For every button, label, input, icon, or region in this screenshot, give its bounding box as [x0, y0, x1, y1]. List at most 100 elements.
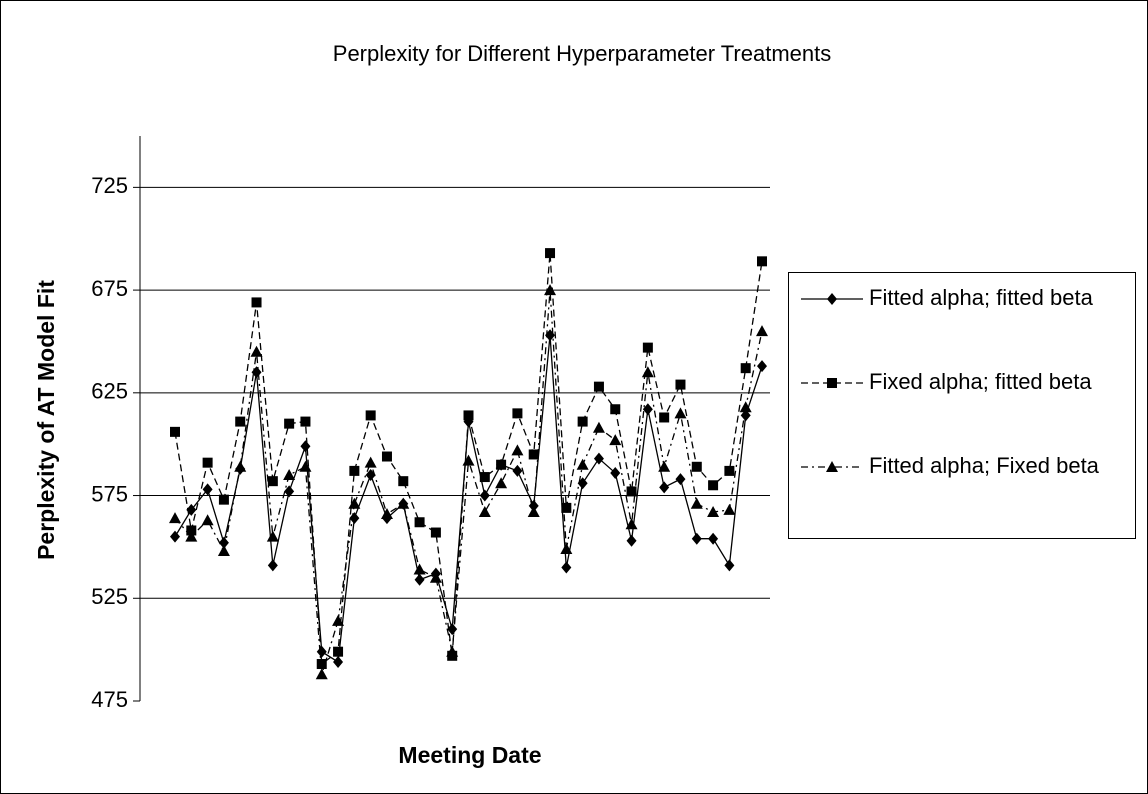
marker	[659, 412, 670, 423]
marker	[593, 381, 604, 392]
marker	[413, 563, 426, 575]
marker	[251, 297, 262, 308]
marker	[511, 444, 524, 456]
marker	[284, 418, 295, 429]
marker	[332, 614, 345, 626]
marker	[610, 404, 621, 415]
marker	[641, 366, 654, 378]
marker	[479, 472, 490, 483]
legend-swatch	[801, 293, 863, 305]
marker	[609, 434, 622, 446]
marker	[446, 645, 459, 657]
marker	[691, 532, 702, 545]
marker	[739, 401, 752, 413]
marker	[186, 525, 197, 536]
y-tick-label: 475	[91, 687, 128, 712]
marker	[284, 485, 295, 498]
marker	[250, 345, 263, 357]
marker	[577, 416, 588, 427]
marker	[756, 325, 768, 337]
marker	[592, 421, 605, 433]
marker	[349, 512, 360, 525]
marker	[560, 542, 573, 554]
marker	[414, 517, 425, 528]
marker	[333, 646, 344, 657]
marker	[691, 461, 702, 472]
legend: Fitted alpha; fitted beta Fixed alpha; fi…	[788, 272, 1136, 539]
marker	[545, 248, 556, 259]
marker	[708, 532, 719, 545]
marker	[625, 518, 638, 530]
marker	[463, 410, 474, 421]
marker	[740, 409, 751, 422]
marker	[266, 530, 279, 542]
chart-title: Perplexity for Different Hyperparameter …	[333, 41, 831, 66]
marker	[299, 460, 312, 472]
marker	[527, 505, 540, 517]
marker	[300, 416, 311, 427]
marker	[414, 573, 425, 586]
marker	[826, 461, 838, 472]
legend-swatch	[801, 461, 863, 472]
marker	[593, 452, 604, 465]
y-tick-label: 725	[91, 173, 128, 198]
marker	[398, 476, 409, 487]
marker	[827, 293, 837, 305]
marker	[479, 489, 490, 502]
legend-entry: Fitted alpha; fitted beta	[789, 285, 1135, 369]
marker	[740, 363, 751, 374]
marker	[659, 481, 670, 494]
marker	[495, 477, 508, 489]
marker	[708, 480, 719, 491]
y-tick-label: 675	[91, 276, 128, 301]
marker	[267, 559, 278, 572]
marker	[642, 342, 653, 353]
marker	[675, 379, 686, 390]
marker	[528, 449, 539, 460]
marker	[365, 410, 376, 421]
y-tick-label: 575	[91, 481, 128, 506]
marker	[447, 623, 458, 636]
legend-label: Fitted alpha; fitted beta	[869, 285, 1093, 310]
marker	[381, 451, 392, 462]
marker	[218, 494, 229, 505]
marker	[185, 530, 198, 542]
marker	[462, 454, 475, 466]
legend-entry: Fitted alpha; Fixed beta	[789, 453, 1135, 537]
marker	[675, 473, 686, 486]
marker	[626, 534, 637, 547]
marker	[642, 403, 653, 416]
marker	[169, 512, 181, 524]
legend-swatch	[801, 378, 863, 388]
marker	[561, 561, 572, 574]
marker	[610, 466, 621, 479]
y-tick-label: 525	[91, 584, 128, 609]
marker	[283, 469, 296, 480]
marker	[757, 256, 767, 267]
marker	[658, 460, 671, 472]
marker	[674, 407, 687, 419]
marker	[333, 655, 344, 668]
marker	[576, 458, 589, 470]
marker	[202, 483, 213, 496]
marker	[201, 514, 214, 526]
marker	[430, 527, 441, 538]
marker	[170, 530, 180, 543]
marker	[218, 536, 229, 549]
marker	[170, 426, 180, 437]
marker	[827, 378, 837, 388]
marker	[707, 505, 720, 517]
legend-label: Fixed alpha; fitted beta	[869, 369, 1092, 394]
marker	[496, 459, 507, 470]
y-tick-label: 625	[91, 379, 128, 404]
marker	[235, 416, 246, 427]
marker	[724, 465, 735, 476]
marker	[626, 486, 637, 497]
y-axis-label: Perplexity of AT Model Fit	[33, 280, 59, 560]
marker	[349, 465, 360, 476]
legend-entry: Fixed alpha; fitted beta	[789, 369, 1135, 453]
marker	[512, 464, 523, 477]
marker	[478, 505, 491, 517]
marker	[429, 571, 442, 583]
